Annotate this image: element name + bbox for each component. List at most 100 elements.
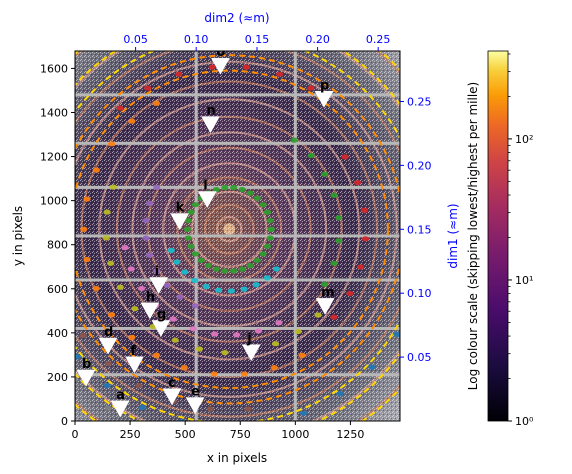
module-gap-vertical xyxy=(293,51,297,421)
ring-point xyxy=(244,406,252,412)
ring-point xyxy=(259,251,267,257)
control-point-label: h xyxy=(146,290,155,305)
y-tick-label: 1600 xyxy=(40,62,68,75)
ring-point xyxy=(202,283,210,290)
ring-point xyxy=(109,184,117,190)
ring-point xyxy=(195,346,203,352)
ring-point xyxy=(191,277,199,284)
colorbar-tick-label: 10⁰ xyxy=(515,415,534,428)
ring-point xyxy=(197,257,205,263)
ring-point xyxy=(360,207,369,213)
ring-point xyxy=(259,202,267,208)
right-y-tick-label: 0.05 xyxy=(407,351,432,364)
ring-point xyxy=(212,186,220,193)
ring-point xyxy=(191,303,199,309)
y-tick-label: 0 xyxy=(61,415,68,428)
ring-point xyxy=(103,382,111,389)
ring-point xyxy=(146,252,154,258)
ring-point xyxy=(169,316,177,322)
ring-point xyxy=(187,209,195,215)
ring-point xyxy=(92,167,100,173)
ring-point xyxy=(138,404,146,411)
ring-point xyxy=(128,334,136,340)
ring-point xyxy=(221,268,229,274)
ring-point xyxy=(131,306,139,312)
module-gap-horizontal xyxy=(75,93,400,97)
x-tick-label: 750 xyxy=(230,428,251,441)
right-y-axis-label: dim1 (≈m) xyxy=(446,203,460,268)
control-point-label: k xyxy=(176,201,185,216)
ring-point xyxy=(246,190,254,196)
ring-point xyxy=(75,376,78,382)
ring-point xyxy=(23,301,30,306)
ring-point xyxy=(137,285,146,292)
ring-point xyxy=(270,365,278,371)
ring-point xyxy=(92,285,100,292)
top-x-tick-label: 0.20 xyxy=(305,33,330,46)
colorbar-tick-label: 10² xyxy=(515,133,533,146)
control-point-label: d xyxy=(104,325,113,340)
top-x-tick-label: 0.10 xyxy=(184,33,209,46)
control-point-marker xyxy=(151,320,171,337)
ring-point xyxy=(210,331,219,337)
ring-point xyxy=(321,281,329,287)
fitted-ring xyxy=(75,54,400,405)
y-tick-label: 800 xyxy=(47,239,68,252)
x-tick-label: 1000 xyxy=(281,428,309,441)
ring-point xyxy=(356,264,365,270)
ring-point xyxy=(314,312,322,318)
ring-point xyxy=(263,209,272,215)
y-tick-label: 1000 xyxy=(40,195,68,208)
ring-point xyxy=(167,247,175,253)
y-tick-label: 200 xyxy=(47,371,68,384)
ring-point xyxy=(189,326,197,332)
colorbar-gradient xyxy=(487,50,509,422)
x-tick-label: 500 xyxy=(175,428,196,441)
x-axis-label: x in pixels xyxy=(207,451,267,465)
control-point-marker xyxy=(149,277,169,294)
module-gap-horizontal xyxy=(75,141,400,145)
control-point-label: b xyxy=(82,357,91,372)
plot-frame xyxy=(74,50,401,422)
control-point-label: l xyxy=(203,179,207,194)
ring-point xyxy=(208,64,216,70)
ring-point xyxy=(221,350,229,356)
ring-point xyxy=(175,71,183,77)
ring-point xyxy=(307,85,315,91)
ring-point xyxy=(102,235,110,241)
ring-point xyxy=(79,332,87,339)
ring-point xyxy=(330,314,338,320)
ring-point xyxy=(116,105,124,111)
mask-bands xyxy=(75,51,400,421)
control-point-marker xyxy=(210,57,230,75)
ring-point xyxy=(238,186,246,193)
module-gap-horizontal xyxy=(75,326,400,330)
ring-point xyxy=(163,282,171,288)
control-point-marker xyxy=(241,344,261,362)
colorbar-label: Log colour scale (skipping lowest/highes… xyxy=(466,82,480,390)
ring-point xyxy=(104,360,112,367)
ring-point xyxy=(266,217,274,224)
ring-point xyxy=(335,215,343,221)
ring-point xyxy=(230,268,238,274)
control-point-label: m xyxy=(321,285,335,300)
ring-point xyxy=(290,137,298,143)
ring-point xyxy=(83,256,91,263)
ring-point xyxy=(83,196,91,202)
x-tick-label: 250 xyxy=(120,428,141,441)
ring-point xyxy=(144,85,152,91)
ring-point xyxy=(177,419,185,421)
ring-point xyxy=(75,354,81,360)
ring-point xyxy=(263,243,272,249)
ring-point xyxy=(135,383,143,389)
ring-point xyxy=(267,226,275,232)
ring-point xyxy=(336,391,344,397)
ring-point xyxy=(107,141,116,147)
ring-point xyxy=(191,202,199,208)
module-gap-horizontal xyxy=(75,185,400,189)
right-y-tick-label: 0.20 xyxy=(407,159,432,172)
ring-point xyxy=(219,425,226,430)
ring-point xyxy=(275,320,283,326)
ring-point xyxy=(227,288,235,294)
y-tick-label: 400 xyxy=(47,327,68,340)
